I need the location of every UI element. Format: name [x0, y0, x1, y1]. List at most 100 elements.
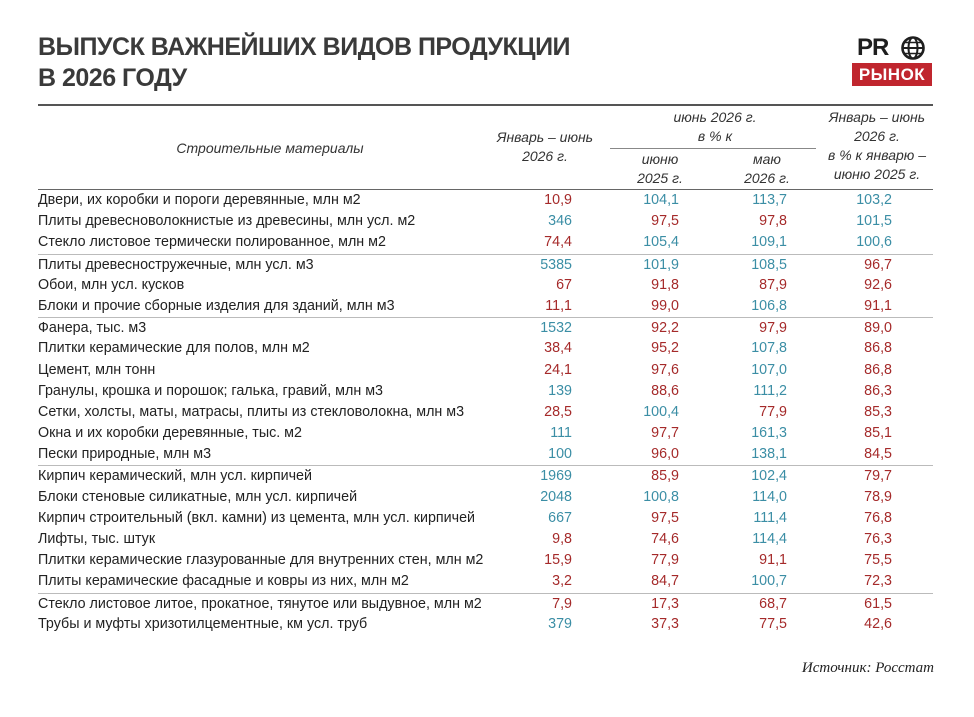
row-name: Фанера, тыс. м3 [38, 320, 147, 337]
table-row: Плитки керамические для полов, млн м2 38,… [38, 338, 933, 359]
globe-icon [901, 36, 925, 60]
row-pct-june-2025: 99,0 [651, 297, 679, 314]
row-pct-may-2026: 109,1 [751, 234, 787, 251]
table-row: Обои, млн усл. кусков 67 91,8 87,9 92,6 [38, 275, 933, 296]
header-sub1-line-1: июню [641, 151, 679, 167]
row-pct-ytd: 84,5 [864, 446, 892, 463]
header-sub2-line-2: 2026 г. [744, 170, 790, 186]
row-pct-may-2026: 77,5 [759, 615, 787, 632]
table-row: Фанера, тыс. м3 1532 92,2 97,9 89,0 [38, 317, 933, 338]
table-row: Гранулы, крошка и порошок; галька, грави… [38, 381, 933, 402]
row-pct-june-2025: 105,4 [643, 234, 679, 251]
row-pct-may-2026: 161,3 [751, 425, 787, 442]
page-title: ВЫПУСК ВАЖНЕЙШИХ ВИДОВ ПРОДУКЦИИ В 2026 … [38, 32, 598, 94]
row-pct-june-2025: 97,5 [651, 509, 679, 526]
row-pct-may-2026: 113,7 [752, 192, 787, 208]
row-pct-june-2025: 77,9 [651, 552, 679, 569]
row-pct-june-2025: 84,7 [651, 573, 679, 590]
row-name: Плиты древесностружечные, млн усл. м3 [38, 256, 314, 273]
row-pct-june-2025: 85,9 [651, 468, 679, 485]
row-value: 7,9 [552, 595, 572, 612]
row-pct-may-2026: 138,1 [751, 446, 787, 463]
row-name: Лифты, тыс. штук [38, 531, 156, 547]
row-pct-june-2025: 37,3 [651, 615, 679, 632]
row-name: Сетки, холсты, маты, матрасы, плиты из с… [38, 403, 465, 420]
header-sub1: июню 2025 г. [610, 150, 710, 188]
row-pct-june-2025: 100,8 [643, 488, 679, 505]
header-value-line-1: Январь – июнь [496, 129, 594, 145]
row-name: Плиты древесноволокнистые из древесины, … [38, 213, 416, 230]
row-pct-may-2026: 114,4 [752, 531, 787, 547]
row-name: Гранулы, крошка и порошок; галька, грави… [38, 382, 383, 399]
row-name: Кирпич строительный (вкл. камни) из цеме… [38, 509, 476, 526]
row-value: 5385 [540, 256, 572, 273]
header-top-rule [38, 104, 933, 106]
row-name: Обои, млн усл. кусков [38, 276, 185, 293]
header-value-col: Январь – июнь 2026 г. [490, 128, 600, 166]
header-last-line-1: Январь – июнь [828, 109, 926, 125]
row-pct-may-2026: 114,0 [752, 488, 787, 505]
row-value: 38,4 [544, 340, 572, 357]
row-pct-ytd: 76,8 [864, 509, 892, 526]
row-name: Плитки керамические глазурованные для вн… [38, 552, 484, 569]
row-pct-may-2026: 108,5 [751, 256, 787, 273]
logo-top-text: PR [857, 34, 889, 61]
row-name: Пески природные, млн м3 [38, 446, 212, 463]
source-note: Источник: Росстат [801, 660, 934, 676]
row-pct-ytd: 86,8 [864, 340, 892, 357]
row-pct-ytd: 91,1 [864, 297, 892, 314]
row-name: Стекло листовое термически полированное,… [38, 234, 386, 251]
row-pct-june-2025: 92,2 [651, 320, 679, 337]
row-pct-ytd: 92,6 [864, 276, 892, 293]
row-value: 11,1 [545, 297, 572, 314]
row-pct-ytd: 79,7 [864, 468, 892, 485]
row-pct-ytd: 89,0 [864, 320, 892, 337]
row-value: 1532 [540, 320, 572, 337]
table-row: Плитки керамические глазурованные для вн… [38, 550, 933, 571]
row-pct-june-2025: 97,6 [651, 361, 679, 378]
header-sub2: маю 2026 г. [717, 150, 817, 188]
header-group-line-1: июнь 2026 г. [673, 109, 757, 125]
header-value-line-2: 2026 г. [522, 148, 568, 164]
table-row: Блоки и прочие сборные изделия для здани… [38, 296, 933, 317]
row-pct-may-2026: 77,9 [759, 403, 787, 420]
row-pct-june-2025: 101,9 [643, 256, 679, 273]
table-row: Стекло листовое литое, прокатное, тянуто… [38, 592, 933, 614]
row-value: 24,1 [544, 361, 572, 378]
row-pct-ytd: 101,5 [856, 213, 892, 230]
row-pct-ytd: 61,5 [864, 595, 892, 612]
row-pct-june-2025: 97,7 [651, 425, 679, 442]
row-pct-june-2025: 88,6 [651, 382, 679, 399]
header-sub1-line-2: 2025 г. [637, 170, 683, 186]
row-pct-june-2025: 95,2 [651, 340, 679, 357]
header-sub2-line-1: маю [753, 151, 781, 167]
row-name: Блоки и прочие сборные изделия для здани… [38, 297, 395, 314]
table-row: Двери, их коробки и пороги деревянные, м… [38, 190, 933, 211]
row-value: 28,5 [544, 403, 572, 420]
row-pct-ytd: 75,5 [864, 552, 892, 569]
table-row: Плиты керамические фасадные и ковры из н… [38, 571, 933, 592]
table-row: Кирпич строительный (вкл. камни) из цеме… [38, 508, 933, 529]
row-name: Плитки керамические для полов, млн м2 [38, 340, 310, 357]
header-last-line-2: 2026 г. [854, 128, 900, 144]
row-pct-may-2026: 111,4 [753, 509, 787, 526]
row-pct-ytd: 86,3 [864, 382, 892, 399]
title-line-1: ВЫПУСК ВАЖНЕЙШИХ ВИДОВ ПРОДУКЦИИ [38, 33, 571, 61]
row-value: 139 [548, 382, 572, 399]
row-value: 1969 [540, 468, 572, 485]
row-pct-may-2026: 91,1 [759, 552, 787, 569]
table-row: Плиты древесноволокнистые из древесины, … [38, 211, 933, 232]
row-value: 15,9 [544, 552, 572, 569]
row-pct-june-2025: 74,6 [651, 531, 679, 547]
row-pct-june-2025: 104,1 [643, 192, 679, 208]
header-last-line-4: июню 2025 г. [833, 166, 921, 182]
row-pct-may-2026: 107,0 [751, 361, 787, 378]
header-last-col: Январь – июнь 2026 г. в % к январю – июн… [818, 108, 936, 184]
table-row: Окна и их коробки деревянные, тыс. м2 111… [38, 423, 933, 444]
row-pct-may-2026: 100,7 [751, 573, 787, 590]
table-row: Плиты древесностружечные, млн усл. м3 538… [38, 253, 933, 275]
row-pct-ytd: 100,6 [856, 234, 892, 251]
row-name: Блоки стеновые силикатные, млн усл. кирп… [38, 488, 358, 505]
row-name: Цемент, млн тонн [38, 361, 156, 378]
row-pct-june-2025: 97,5 [651, 213, 679, 230]
